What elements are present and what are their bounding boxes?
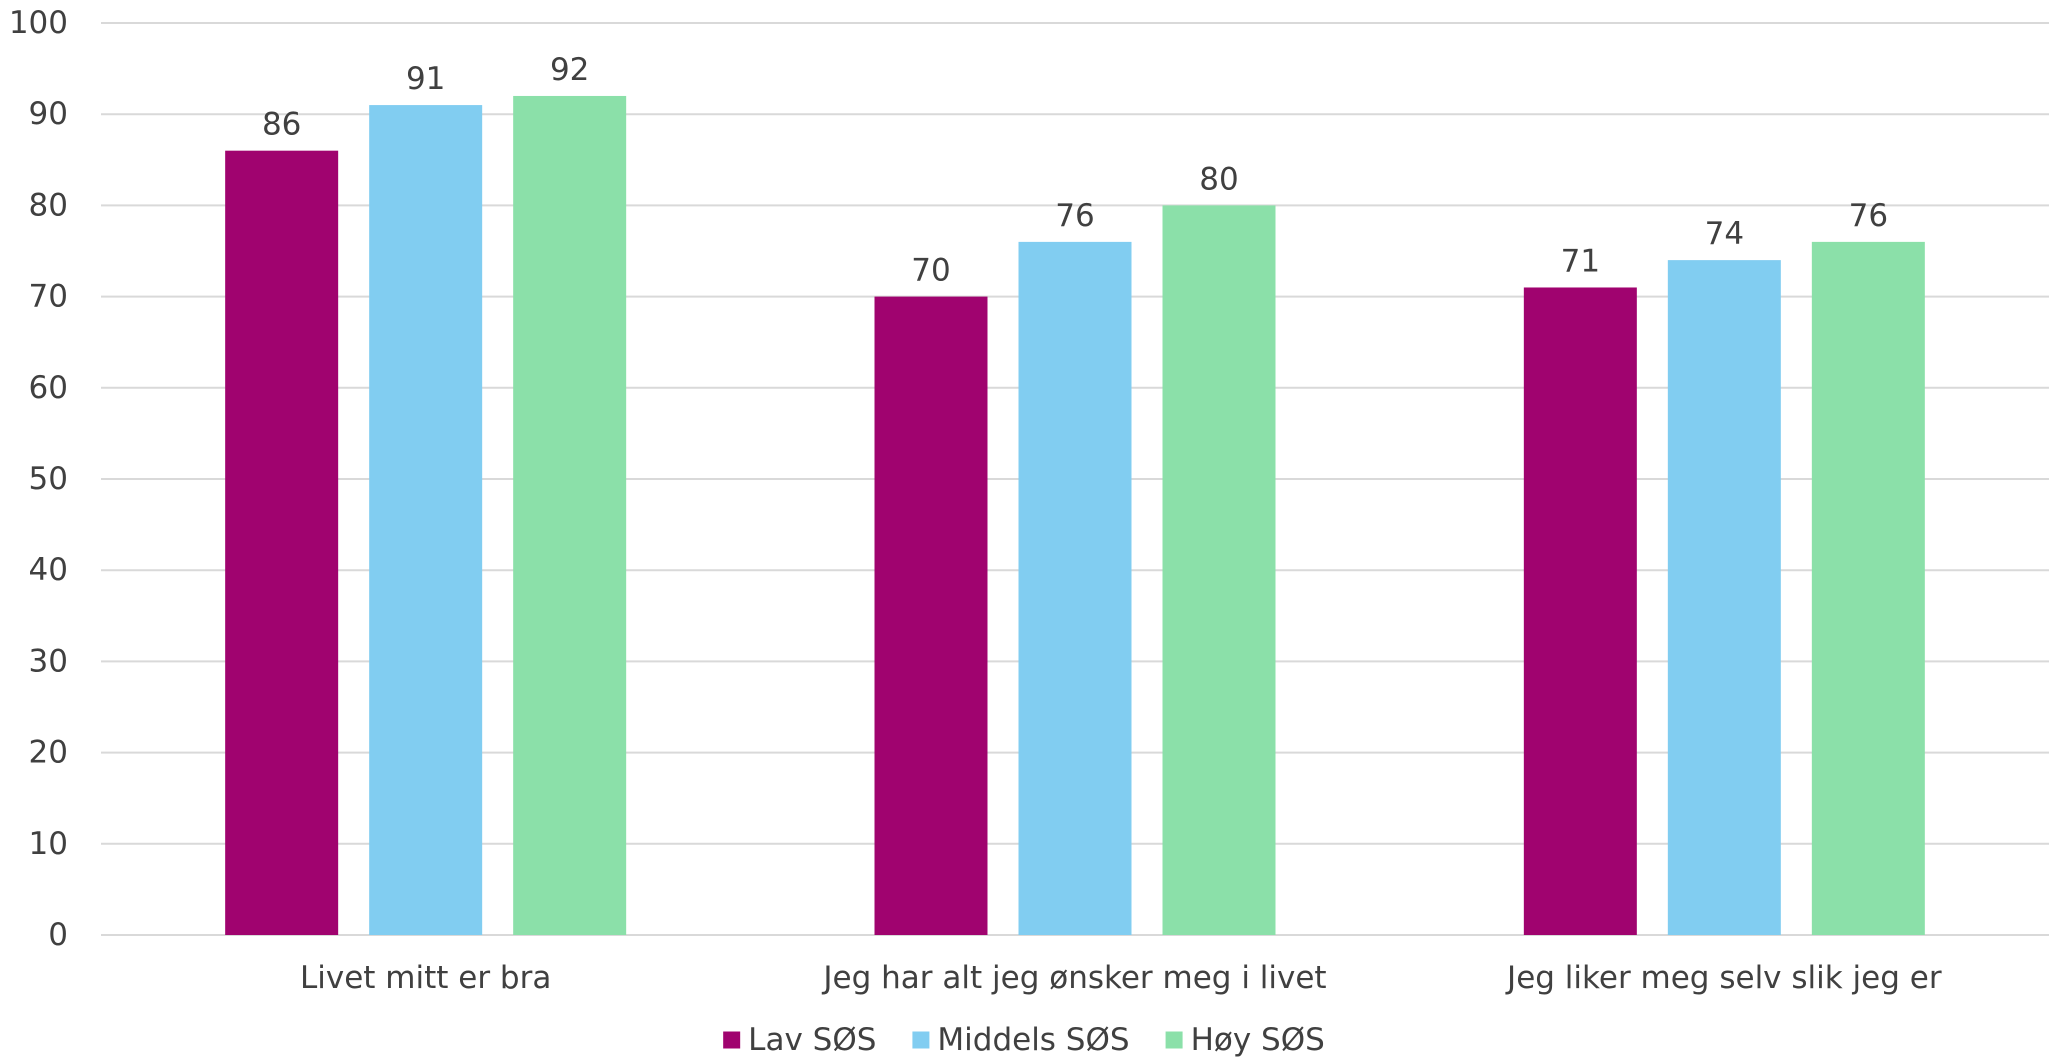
y-tick-label-20: 20: [29, 735, 68, 771]
y-tick-label-70: 70: [29, 279, 68, 315]
y-tick-label-10: 10: [29, 826, 68, 862]
category-label-3: Jeg liker meg selv slik jeg er: [1505, 960, 1942, 996]
legend-item-3: Høy SØS: [1165, 1022, 1325, 1058]
y-tick-label-60: 60: [29, 370, 68, 406]
data-label-2-3: 74: [1705, 216, 1744, 252]
legend: Lav SØS Middels SØS Høy SØS: [723, 1022, 1325, 1058]
y-tick-label-90: 90: [29, 96, 68, 132]
legend-item-1: Lav SØS: [723, 1022, 876, 1058]
data-label-2-2: 76: [1055, 198, 1094, 234]
data-label-1-2: 70: [911, 253, 950, 289]
bars: [225, 95, 1925, 936]
legend-label-3: Høy SØS: [1191, 1022, 1325, 1058]
bar-1-3: [1523, 287, 1637, 936]
data-label-3-2: 80: [1199, 161, 1238, 197]
data-label-1-1: 86: [262, 107, 301, 143]
bar-2-3: [1667, 260, 1781, 935]
data-label-2-1: 91: [406, 61, 445, 97]
legend-label-2: Middels SØS: [937, 1022, 1129, 1058]
y-tick-label-0: 0: [48, 917, 68, 953]
data-label-1-3: 71: [1561, 243, 1600, 279]
legend-item-2: Middels SØS: [912, 1022, 1130, 1058]
legend-label-1: Lav SØS: [748, 1022, 876, 1058]
bar-1-1: [225, 150, 339, 935]
bar-3-3: [1811, 241, 1925, 935]
bar-3-1: [513, 95, 627, 935]
bar-1-2: [874, 296, 988, 936]
data-labels: 86 91 92 70 76 80 71 74 76: [262, 52, 1888, 289]
data-label-3-3: 76: [1849, 198, 1888, 234]
y-tick-label-80: 80: [29, 187, 68, 223]
bar-2-1: [369, 105, 483, 935]
category-labels: Livet mitt er bra Jeg har alt jeg ønsker …: [300, 960, 1942, 996]
y-tick-label-100: 100: [9, 5, 68, 41]
y-axis-tick-labels: 0 10 20 30 40 50 60 70 80 90 100: [9, 5, 68, 953]
legend-swatch-1: [723, 1031, 741, 1049]
bar-2-2: [1018, 241, 1132, 935]
y-tick-label-40: 40: [29, 552, 68, 588]
legend-swatch-2: [912, 1031, 930, 1049]
category-label-2: Jeg har alt jeg ønsker meg i livet: [821, 960, 1326, 996]
category-label-1: Livet mitt er bra: [300, 960, 551, 996]
y-tick-label-50: 50: [29, 461, 68, 497]
legend-swatch-3: [1165, 1031, 1183, 1049]
y-tick-label-30: 30: [29, 643, 68, 679]
bar-3-2: [1162, 205, 1276, 935]
data-label-3-1: 92: [550, 52, 589, 88]
